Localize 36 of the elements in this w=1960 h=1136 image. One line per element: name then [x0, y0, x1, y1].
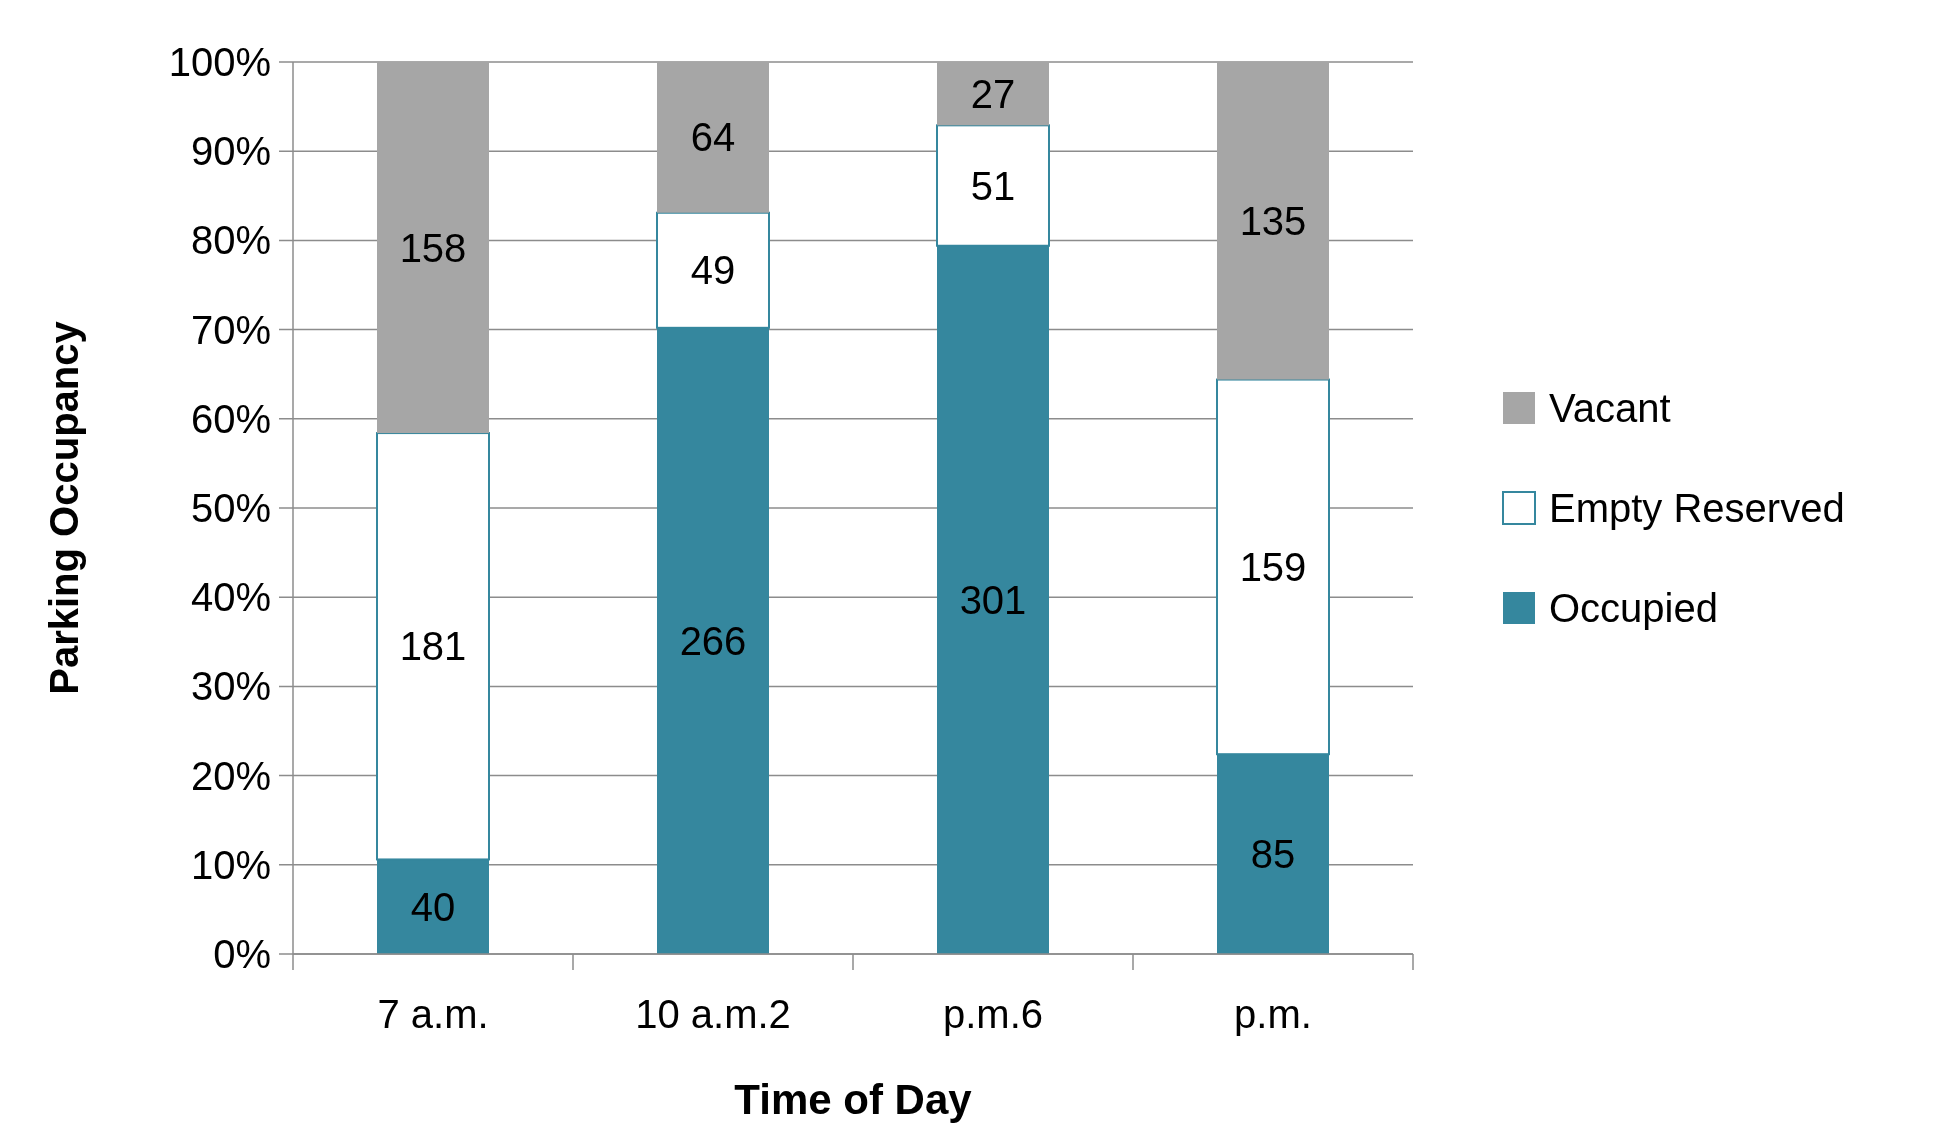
annotation: 266 — [679, 618, 747, 663]
legend-label: Vacant — [1549, 386, 1671, 430]
legend-label: Occupied — [1549, 586, 1718, 630]
y-tick-label: 70% — [190, 307, 271, 352]
y-tick-label: 20% — [190, 753, 271, 798]
y-tick-label: 80% — [190, 218, 271, 263]
bar — [657, 62, 769, 213]
annotation: 159 — [1239, 544, 1307, 589]
y-tick-label: 100% — [168, 40, 271, 84]
x-tick-label: 7 a.m. — [377, 992, 489, 1036]
bar — [377, 62, 489, 434]
y-tick-label: 50% — [190, 486, 271, 530]
annotation: 51 — [970, 163, 1016, 208]
annotation: 85 — [1250, 832, 1296, 877]
x-tick-label: p.m.6 — [942, 992, 1044, 1036]
annotation: 301 — [959, 577, 1027, 622]
x-axis-title: Time of Day — [734, 1076, 973, 1123]
y-tick-label: 90% — [190, 129, 271, 174]
annotation: 27 — [970, 71, 1016, 116]
legend-label: Empty Reserved — [1549, 486, 1845, 530]
annotation: 158 — [399, 225, 467, 270]
annotation: 64 — [690, 115, 736, 160]
x-tick-label: p.m. — [1234, 992, 1312, 1036]
y-tick-label: 30% — [190, 664, 271, 709]
annotation: 40 — [410, 884, 456, 929]
x-tick-label: 10 a.m.2 — [635, 992, 791, 1036]
annotation: 49 — [690, 248, 736, 293]
y-tick-label: 40% — [190, 575, 271, 620]
annotation: 135 — [1239, 198, 1307, 243]
y-tick-label: 10% — [190, 842, 271, 887]
bar — [1217, 62, 1329, 380]
y-axis-title: Parking Occupancy — [42, 320, 86, 695]
bar — [937, 62, 1049, 126]
y-tick-label: 0% — [213, 932, 271, 976]
annotation: 181 — [399, 624, 467, 669]
y-tick-label: 60% — [190, 396, 271, 441]
